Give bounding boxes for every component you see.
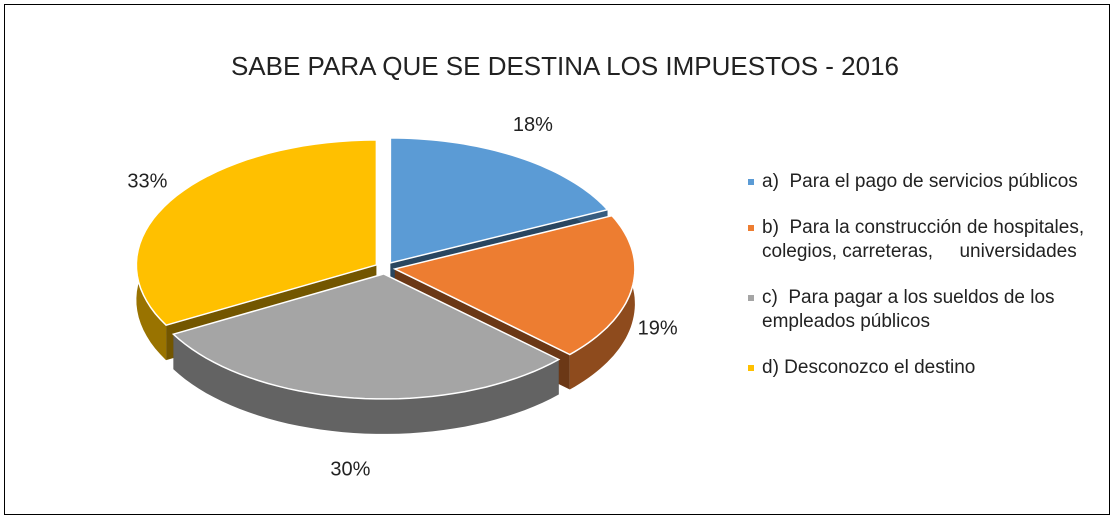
slice-top bbox=[135, 139, 378, 327]
legend-swatch bbox=[748, 225, 754, 231]
legend-item: d) Desconozco el destino bbox=[742, 356, 1112, 380]
slice-top bbox=[389, 137, 609, 264]
chart-title: SABE PARA QUE SE DESTINA LOS IMPUESTOS -… bbox=[231, 51, 899, 81]
legend-label: d) Desconozco el destino bbox=[762, 357, 976, 378]
data-label: 18% bbox=[513, 114, 553, 136]
legend-swatch bbox=[748, 365, 754, 371]
data-label: 30% bbox=[330, 459, 370, 481]
legend-item: a) Para el pago de servicios públicos bbox=[742, 170, 1112, 194]
slice-top bbox=[171, 273, 561, 400]
slice-wall bbox=[173, 334, 559, 434]
legend-label: a) Para el pago de servicios públicos bbox=[762, 171, 1078, 192]
data-label: 33% bbox=[127, 170, 167, 192]
legend-label: b) Para la construcción de hospitales, c… bbox=[762, 217, 1090, 262]
slice-top bbox=[392, 214, 636, 356]
legend-label: c) Para pagar a los sueldos de los emple… bbox=[762, 287, 1060, 332]
legend-item: b) Para la construcción de hospitales, c… bbox=[742, 216, 1112, 264]
legend-item: c) Para pagar a los sueldos de los emple… bbox=[742, 286, 1112, 334]
data-label: 19% bbox=[638, 318, 678, 340]
legend: a) Para el pago de servicios públicos b) … bbox=[742, 170, 1112, 402]
legend-swatch bbox=[748, 179, 754, 185]
slice-wall bbox=[569, 215, 635, 390]
pie-slice bbox=[171, 273, 561, 434]
legend-swatch bbox=[748, 295, 754, 301]
